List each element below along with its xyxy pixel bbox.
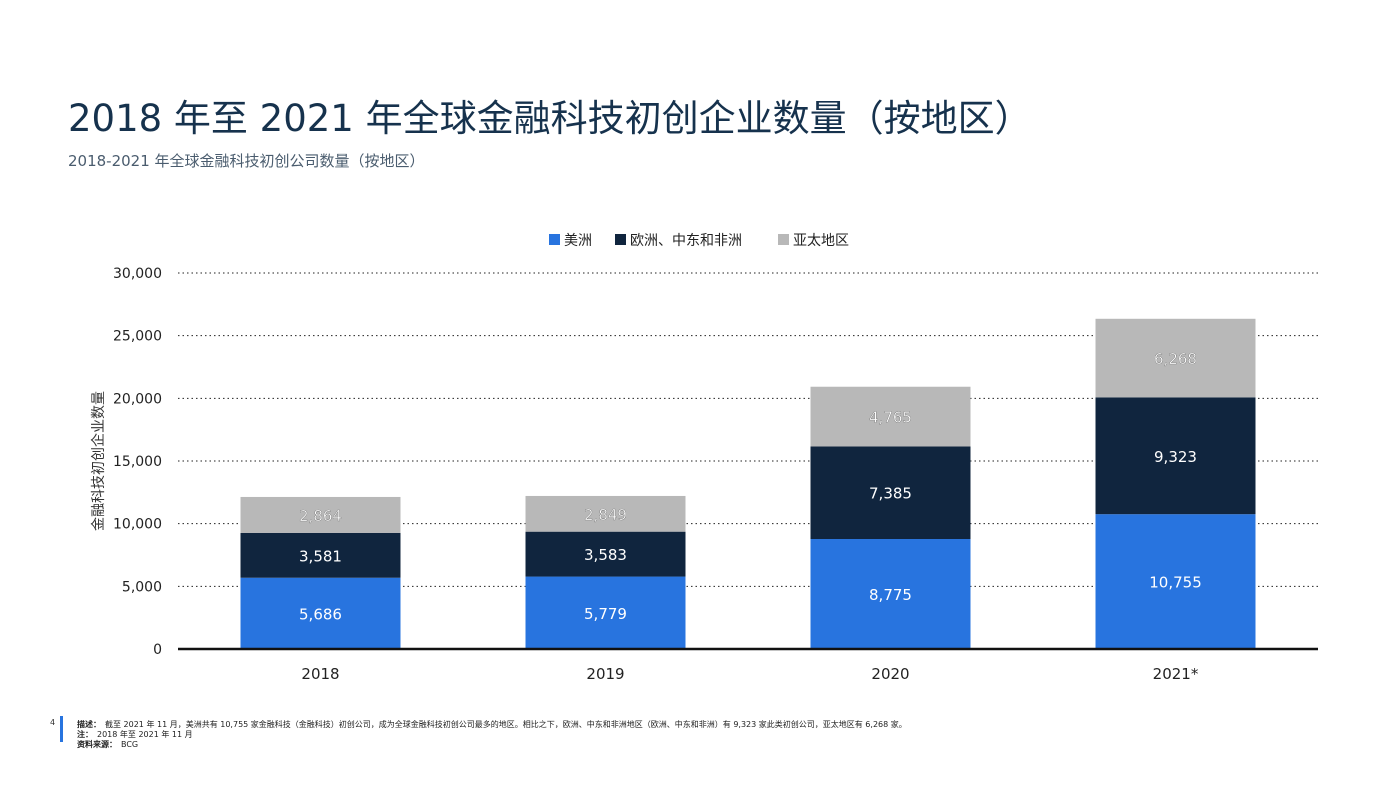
bar-segment: [240, 577, 401, 649]
bar-segment: [525, 576, 686, 649]
page-number: 4: [50, 718, 56, 727]
data-label: 4,765: [869, 409, 912, 427]
note-text: 2018 年至 2021 年 11 月: [97, 730, 193, 739]
data-label: 2,864: [299, 507, 342, 525]
legend-label: 亚太地区: [793, 233, 849, 249]
bar-segment: [1095, 318, 1256, 398]
source-label: 资料来源：: [77, 740, 117, 749]
data-label: 2,849: [584, 506, 627, 524]
bar-segment: [810, 539, 971, 649]
x-tick-label: 2018: [301, 665, 339, 683]
legend-swatch: [615, 234, 626, 245]
y-tick-label: 10,000: [113, 517, 162, 533]
footer-source: 资料来源： BCG: [77, 740, 138, 750]
x-tick-label: 2019: [586, 665, 624, 683]
data-label: 6,268: [1154, 350, 1197, 368]
bar-segment: [525, 495, 686, 532]
page-subtitle: 2018-2021 年全球金融科技初创公司数量（按地区）: [68, 152, 425, 170]
bar-segment: [1095, 397, 1256, 515]
legend-label: 美洲: [564, 233, 592, 249]
x-tick-label: 2021*: [1153, 665, 1199, 683]
bar-segment: [240, 532, 401, 578]
data-label: 10,755: [1149, 574, 1202, 592]
y-tick-label: 15,000: [113, 454, 162, 470]
bar-segment: [810, 446, 971, 540]
y-tick-label: 0: [153, 642, 162, 658]
description-text: 截至 2021 年 11 月，美洲共有 10,755 家金融科技（金融科技）初创…: [105, 720, 907, 729]
source-text: BCG: [121, 740, 139, 749]
y-axis-label: 金融科技初创企业数量: [90, 391, 107, 531]
footer-description: 描述： 截至 2021 年 11 月，美洲共有 10,755 家金融科技（金融科技…: [77, 720, 907, 730]
bar-segment: [240, 496, 401, 533]
data-label: 3,583: [584, 546, 627, 564]
footer-accent-bar: [60, 716, 63, 742]
legend-swatch: [549, 234, 560, 245]
note-label: 注：: [77, 730, 93, 739]
y-tick-label: 20,000: [113, 391, 162, 407]
stacked-bar-chart: 0 5,000 10,000 15,000 20,000 25,000 30,000 金融科技…: [90, 233, 1318, 683]
bar-segment: [1095, 514, 1256, 649]
data-label: 9,323: [1154, 448, 1197, 466]
y-tick-label: 25,000: [113, 329, 162, 345]
footer-note: 注： 2018 年至 2021 年 11 月: [77, 730, 193, 740]
description-label: 描述：: [77, 720, 101, 729]
footer: 4 描述： 截至 2021 年 11 月，美洲共有 10,755 家金融科技（金融…: [50, 716, 1360, 756]
legend-label: 欧洲、中东和非洲: [630, 233, 742, 249]
data-label: 5,779: [584, 605, 627, 623]
bar-segment: [810, 386, 971, 447]
bar-segment: [525, 531, 686, 577]
data-label: 3,581: [299, 547, 342, 565]
y-tick-label: 30,000: [113, 266, 162, 282]
data-label: 7,385: [869, 485, 912, 503]
y-tick-label: 5,000: [122, 579, 162, 595]
data-label: 5,686: [299, 605, 342, 623]
data-label: 8,775: [869, 586, 912, 604]
page-title: 2018 年至 2021 年全球金融科技初创企业数量（按地区）: [68, 97, 1032, 140]
legend-swatch: [778, 234, 789, 245]
x-tick-label: 2020: [871, 665, 909, 683]
